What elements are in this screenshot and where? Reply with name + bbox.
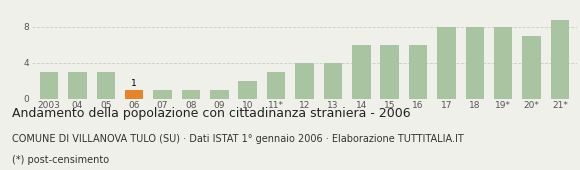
Text: Andamento della popolazione con cittadinanza straniera - 2006: Andamento della popolazione con cittadin…	[12, 107, 410, 120]
Bar	[437, 27, 456, 99]
Bar	[551, 20, 570, 99]
Bar	[182, 90, 200, 99]
Bar	[153, 90, 172, 99]
Bar	[380, 45, 399, 99]
Bar	[125, 90, 143, 99]
Bar	[352, 45, 371, 99]
Bar	[238, 81, 257, 99]
Bar	[68, 72, 86, 99]
Bar	[409, 45, 427, 99]
Text: COMUNE DI VILLANOVA TULO (SU) · Dati ISTAT 1° gennaio 2006 · Elaborazione TUTTIT: COMUNE DI VILLANOVA TULO (SU) · Dati IST…	[12, 134, 463, 144]
Bar	[523, 36, 541, 99]
Bar	[494, 27, 513, 99]
Bar	[295, 63, 314, 99]
Bar	[210, 90, 229, 99]
Bar	[96, 72, 115, 99]
Bar	[324, 63, 342, 99]
Text: (*) post-censimento: (*) post-censimento	[12, 155, 108, 165]
Bar	[466, 27, 484, 99]
Bar	[267, 72, 285, 99]
Text: 1: 1	[131, 79, 137, 88]
Bar	[39, 72, 58, 99]
